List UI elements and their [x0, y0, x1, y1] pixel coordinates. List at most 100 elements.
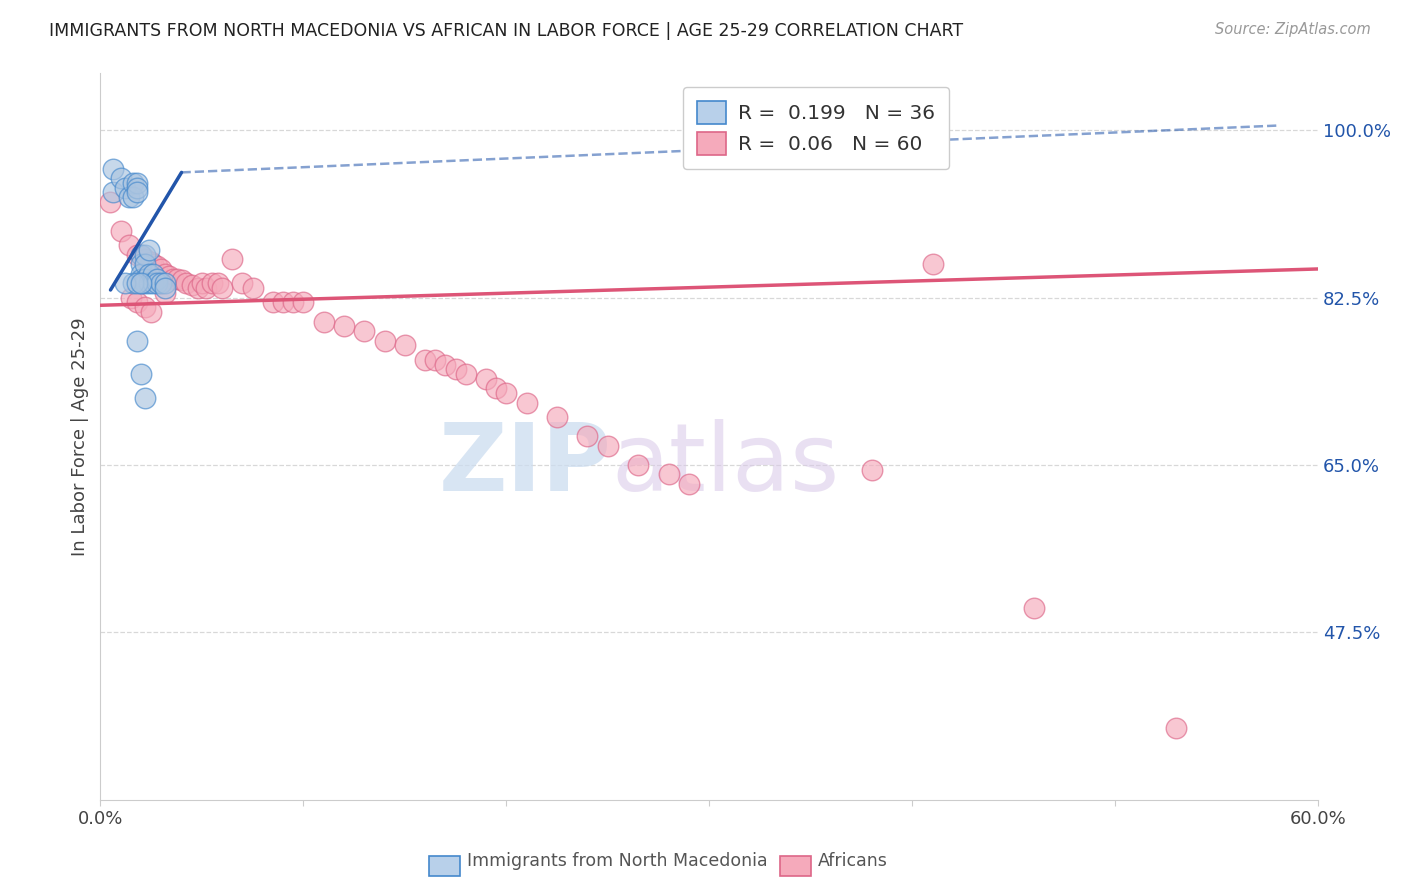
- Point: [146, 277, 169, 291]
- Point: [125, 247, 148, 261]
- Point: [546, 410, 568, 425]
- Point: [146, 259, 169, 273]
- Point: [231, 277, 253, 291]
- Point: [142, 257, 165, 271]
- Point: [262, 295, 284, 310]
- Text: ZIP: ZIP: [439, 419, 612, 511]
- Point: [312, 314, 335, 328]
- Point: [150, 277, 173, 291]
- Point: [516, 396, 538, 410]
- Point: [150, 262, 173, 277]
- Point: [101, 161, 124, 176]
- Point: [157, 268, 180, 283]
- Point: [425, 352, 447, 367]
- Point: [134, 391, 156, 405]
- Point: [271, 295, 294, 310]
- Point: [101, 186, 124, 200]
- Point: [134, 252, 156, 267]
- Point: [138, 277, 160, 291]
- Point: [678, 477, 700, 491]
- Point: [114, 277, 136, 291]
- Point: [150, 277, 173, 291]
- Point: [394, 338, 416, 352]
- Point: [146, 271, 169, 285]
- Point: [142, 277, 165, 291]
- Point: [1164, 721, 1187, 735]
- Point: [121, 190, 143, 204]
- Point: [201, 277, 224, 291]
- Point: [121, 176, 143, 190]
- Point: [155, 267, 177, 281]
- Point: [596, 439, 619, 453]
- Point: [125, 186, 148, 200]
- Point: [134, 257, 156, 271]
- Y-axis label: In Labor Force | Age 25-29: In Labor Force | Age 25-29: [72, 317, 89, 556]
- Point: [174, 277, 197, 291]
- Point: [134, 271, 156, 285]
- Text: Africans: Africans: [818, 852, 889, 870]
- Point: [1022, 601, 1045, 615]
- Point: [166, 271, 188, 285]
- Point: [211, 281, 233, 295]
- Point: [170, 273, 193, 287]
- Point: [118, 238, 141, 252]
- Point: [283, 295, 305, 310]
- Point: [860, 463, 883, 477]
- Point: [454, 367, 477, 381]
- Text: Immigrants from North Macedonia: Immigrants from North Macedonia: [467, 852, 768, 870]
- Point: [155, 285, 177, 300]
- Point: [576, 429, 599, 443]
- Point: [125, 277, 148, 291]
- Point: [121, 277, 143, 291]
- Point: [413, 352, 436, 367]
- Text: Source: ZipAtlas.com: Source: ZipAtlas.com: [1215, 22, 1371, 37]
- Point: [125, 334, 148, 348]
- Point: [191, 277, 214, 291]
- Point: [139, 305, 162, 319]
- Point: [138, 267, 160, 281]
- Point: [120, 291, 142, 305]
- Point: [155, 281, 177, 295]
- Point: [129, 247, 152, 261]
- Point: [134, 300, 156, 314]
- Point: [495, 386, 517, 401]
- Point: [125, 180, 148, 194]
- Point: [134, 277, 156, 291]
- Point: [333, 319, 356, 334]
- Point: [155, 277, 177, 291]
- Point: [129, 277, 152, 291]
- Point: [134, 247, 156, 261]
- Point: [221, 252, 243, 267]
- Point: [114, 180, 136, 194]
- Text: IMMIGRANTS FROM NORTH MACEDONIA VS AFRICAN IN LABOR FORCE | AGE 25-29 CORRELATIO: IMMIGRANTS FROM NORTH MACEDONIA VS AFRIC…: [49, 22, 963, 40]
- Point: [129, 247, 152, 261]
- Point: [110, 224, 132, 238]
- Point: [242, 281, 264, 295]
- Point: [139, 255, 162, 269]
- Point: [129, 257, 152, 271]
- Point: [125, 176, 148, 190]
- Point: [100, 194, 122, 209]
- Point: [434, 358, 457, 372]
- Point: [187, 281, 209, 295]
- Point: [142, 267, 165, 281]
- Point: [180, 278, 202, 293]
- Point: [627, 458, 650, 472]
- Point: [129, 271, 152, 285]
- Point: [118, 190, 141, 204]
- Point: [475, 372, 498, 386]
- Point: [110, 171, 132, 186]
- Point: [485, 381, 508, 395]
- Point: [129, 367, 152, 381]
- Legend: R =  0.199   N = 36, R =  0.06   N = 60: R = 0.199 N = 36, R = 0.06 N = 60: [683, 87, 949, 169]
- Point: [129, 267, 152, 281]
- Text: atlas: atlas: [612, 419, 839, 511]
- Point: [373, 334, 395, 348]
- Point: [207, 277, 229, 291]
- Point: [125, 295, 148, 310]
- Point: [292, 295, 315, 310]
- Point: [194, 281, 217, 295]
- Point: [129, 277, 152, 291]
- Point: [353, 324, 375, 338]
- Point: [658, 467, 681, 482]
